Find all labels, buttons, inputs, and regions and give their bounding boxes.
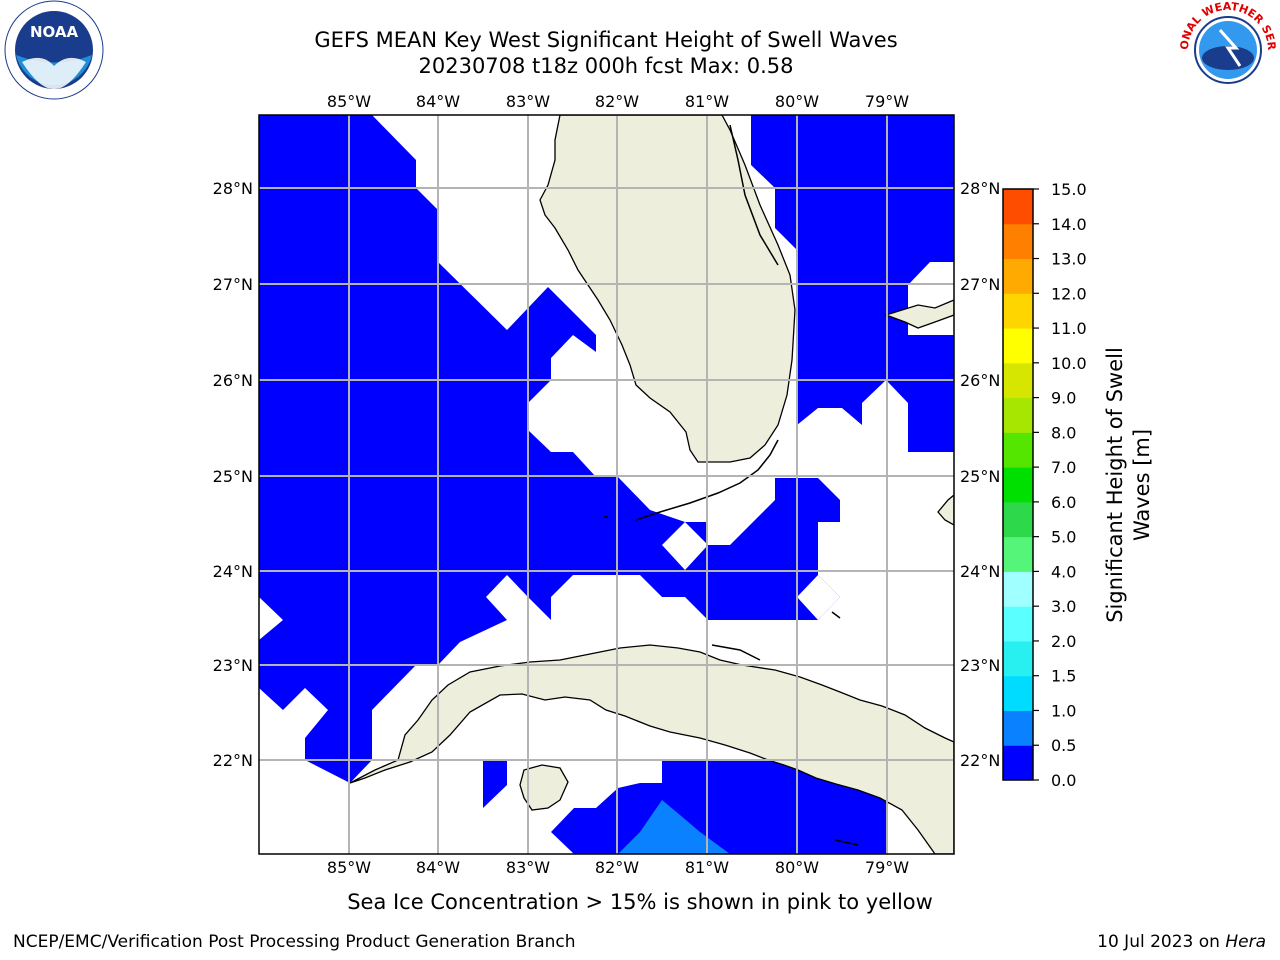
swell-region-gulf [259, 115, 840, 783]
colorbar-label-line2: Waves [m] [1130, 429, 1154, 541]
lon-label-bottom: 85°W [327, 858, 371, 877]
lon-label-top: 84°W [416, 92, 460, 111]
land-isla-juventud [519, 764, 569, 811]
noaa-logo: NOAA [4, 0, 104, 100]
lon-label-top: 85°W [327, 92, 371, 111]
nws-logo: NATIONAL WEATHER SERVICE [1176, 0, 1278, 98]
colorbar-tick-label: 1.5 [1051, 667, 1076, 686]
lon-label-top: 82°W [595, 92, 639, 111]
land-andros [937, 494, 954, 526]
colorbar-tick-label: 2.0 [1051, 632, 1076, 651]
colorbar-segment [1003, 432, 1033, 468]
land-cuba [349, 644, 954, 854]
lat-label-left: 27°N [213, 275, 253, 294]
footer-host: Hera [1225, 932, 1266, 952]
colorbar-segment [1003, 362, 1033, 399]
colorbar-frame [1002, 188, 1034, 781]
map-frame [258, 114, 955, 855]
noaa-logo-text: NOAA [30, 23, 79, 41]
footer-branch: NCEP/EMC/Verification Post Processing Pr… [13, 932, 576, 952]
map-axis-labels: 85°W 85°W 84°W 84°W 83°W 83°W 82°W 82°W 81°W 81°W… [213, 92, 1001, 877]
colorbar-tick-label: 14.0 [1051, 215, 1087, 234]
footer-date-text: 10 Jul 2023 on [1097, 932, 1226, 952]
colorbar-segment [1003, 223, 1033, 260]
chart-title: GEFS MEAN Key West Significant Height of… [314, 28, 898, 52]
lat-label-left: 23°N [213, 656, 253, 675]
colorbar-segment [1003, 745, 1033, 781]
swell-region-higher [618, 800, 730, 854]
swell-region-caribbean-south [551, 760, 886, 854]
colorbar-label-line1: Significant Height of Swell [1103, 347, 1127, 623]
colorbar-tick-label: 12.0 [1051, 284, 1087, 303]
lon-label-bottom: 80°W [775, 858, 819, 877]
colorbar-tick-label: 1.0 [1051, 701, 1076, 720]
colorbar-tick-label: 3.0 [1051, 597, 1076, 616]
colorbar-segment [1003, 536, 1033, 572]
lat-label-left: 24°N [213, 562, 253, 581]
lon-label-bottom: 83°W [506, 858, 550, 877]
lon-label-top: 83°W [506, 92, 550, 111]
lon-label-bottom: 84°W [416, 858, 460, 877]
lon-label-bottom: 79°W [865, 858, 909, 877]
lon-label-top: 80°W [775, 92, 819, 111]
lat-label-left: 22°N [213, 751, 253, 770]
colorbar-tick-label: 0.0 [1051, 771, 1076, 790]
colorbar-segment [1003, 328, 1033, 364]
colorbar-segment [1003, 571, 1033, 607]
colorbar-tick-label: 9.0 [1051, 389, 1076, 408]
colorbar-segment [1003, 258, 1033, 294]
land-bahamas-grand [883, 299, 954, 329]
sea-ice-note: Sea Ice Concentration > 15% is shown in … [347, 890, 933, 914]
colorbar-tick-label: 10.0 [1051, 354, 1087, 373]
lat-label-left: 26°N [213, 371, 253, 390]
lat-label-right: 24°N [960, 562, 1000, 581]
lon-label-bottom: 82°W [595, 858, 639, 877]
colorbar-tick-label: 13.0 [1051, 250, 1087, 269]
colorbar-tick-label: 7.0 [1051, 458, 1076, 477]
colorbar-tick-label: 11.0 [1051, 319, 1087, 338]
colorbar-tick-label: 0.5 [1051, 736, 1076, 755]
colorbar-tick-label: 8.0 [1051, 423, 1076, 442]
footer-date: 10 Jul 2023 on Hera [1097, 932, 1266, 952]
lat-label-right: 26°N [960, 371, 1000, 390]
chart-subtitle-date: 20230708 t18z 000h fcst Max: 0.58 [418, 54, 794, 78]
lat-label-right: 27°N [960, 275, 1000, 294]
colorbar-segment [1003, 710, 1033, 746]
lat-label-left: 25°N [213, 467, 253, 486]
swell-region-caribbean-west [483, 760, 507, 808]
lon-label-top: 79°W [865, 92, 909, 111]
florida-keys [604, 124, 859, 846]
colorbar-segment [1003, 397, 1033, 433]
colorbar-tick-label: 6.0 [1051, 493, 1076, 512]
land-florida [539, 115, 796, 463]
colorbar-tick-label: 15.0 [1051, 180, 1087, 199]
lon-label-bottom: 81°W [685, 858, 729, 877]
lon-label-top: 81°W [685, 92, 729, 111]
lat-label-right: 28°N [960, 179, 1000, 198]
colorbar-segment [1003, 606, 1033, 642]
lat-label-right: 25°N [960, 467, 1000, 486]
lat-label-right: 22°N [960, 751, 1000, 770]
colorbar-segment [1003, 293, 1033, 329]
colorbar-segment [1003, 675, 1033, 711]
map-area [259, 115, 954, 854]
colorbar-segment [1003, 189, 1033, 225]
colorbar-segment [1003, 467, 1033, 503]
colorbar-tick-label: 4.0 [1051, 562, 1076, 581]
colorbar-segment [1003, 501, 1033, 538]
land [349, 115, 954, 854]
lat-label-left: 28°N [213, 179, 253, 198]
lat-label-right: 23°N [960, 656, 1000, 675]
colorbar-tick-label: 5.0 [1051, 528, 1076, 547]
colorbar: 0.0 0.5 1.0 1.5 2.0 3.0 4.0 5.0 6.0 7.0 8.0 9.0 10.0… [1002, 180, 1087, 790]
colorbar-segment [1003, 640, 1033, 677]
map-grid [259, 115, 954, 854]
